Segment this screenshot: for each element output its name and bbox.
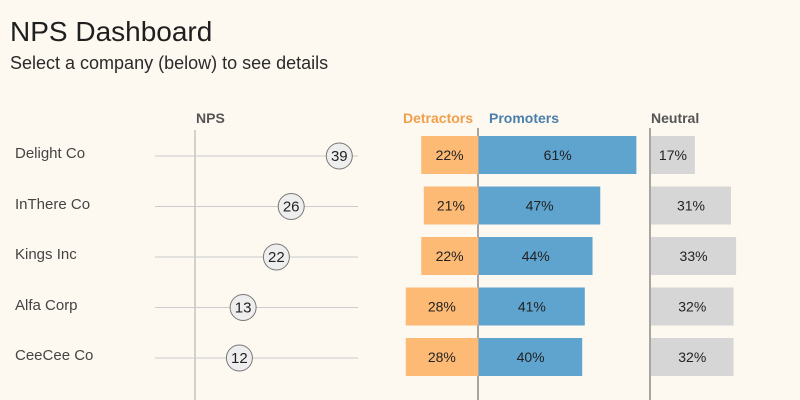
company-label[interactable]: CeeCee Co xyxy=(15,347,94,364)
nps-marker xyxy=(262,243,290,271)
detractors-bar xyxy=(405,338,478,376)
promoters-value-label: 47% xyxy=(526,198,554,214)
detractors-bar xyxy=(405,287,478,326)
company-label[interactable]: Delight Co xyxy=(15,145,86,162)
detractors-bar xyxy=(421,136,478,174)
detractors-bar xyxy=(423,186,478,225)
page-title: NPS Dashboard xyxy=(10,16,213,47)
nps-marker xyxy=(229,294,257,321)
neutral-bar xyxy=(651,136,695,174)
nps-value-label: 12 xyxy=(231,350,248,367)
promoters-value-label: 40% xyxy=(517,349,545,365)
neutral-value-label: 32% xyxy=(678,349,706,365)
promoters-bar xyxy=(479,287,585,326)
promoters-column-header: Promoters xyxy=(489,110,560,126)
company-label[interactable]: InThere Co xyxy=(15,195,91,213)
detractors-column-header: Detractors xyxy=(403,110,474,126)
promoters-bar xyxy=(479,237,593,275)
promoters-value-label: 61% xyxy=(544,147,572,163)
promoters-bar xyxy=(479,338,583,376)
nps-value-label: 39 xyxy=(331,148,348,165)
nps-column-header: NPS xyxy=(196,110,225,126)
nps-value-label: 13 xyxy=(235,300,252,317)
nps-value-label: 26 xyxy=(283,199,300,216)
neutral-value-label: 33% xyxy=(680,248,708,264)
promoters-bar xyxy=(479,136,637,174)
nps-value-label: 22 xyxy=(268,249,285,266)
neutral-column-header: Neutral xyxy=(651,110,700,126)
neutral-bar xyxy=(651,338,734,376)
detractors-value-label: 22% xyxy=(436,147,464,163)
neutral-value-label: 31% xyxy=(677,198,705,214)
detractors-value-label: 28% xyxy=(428,299,456,315)
detractors-value-label: 22% xyxy=(436,248,464,264)
nps-marker xyxy=(277,193,305,220)
nps-marker xyxy=(325,142,353,170)
neutral-bar xyxy=(651,287,734,326)
neutral-value-label: 32% xyxy=(678,299,706,315)
promoters-value-label: 41% xyxy=(518,299,546,315)
detractors-bar xyxy=(421,237,478,275)
company-label[interactable]: Kings Inc xyxy=(15,246,77,263)
page-subtitle: Select a company (below) to see details xyxy=(10,53,329,73)
neutral-bar xyxy=(651,186,731,225)
detractors-value-label: 28% xyxy=(428,349,456,365)
neutral-value-label: 17% xyxy=(659,147,687,163)
company-label[interactable]: Alfa Corp xyxy=(15,296,78,314)
promoters-bar xyxy=(479,186,601,225)
neutral-bar xyxy=(651,237,737,275)
nps-marker xyxy=(225,344,253,372)
detractors-value-label: 21% xyxy=(437,198,465,214)
promoters-value-label: 44% xyxy=(522,248,550,264)
